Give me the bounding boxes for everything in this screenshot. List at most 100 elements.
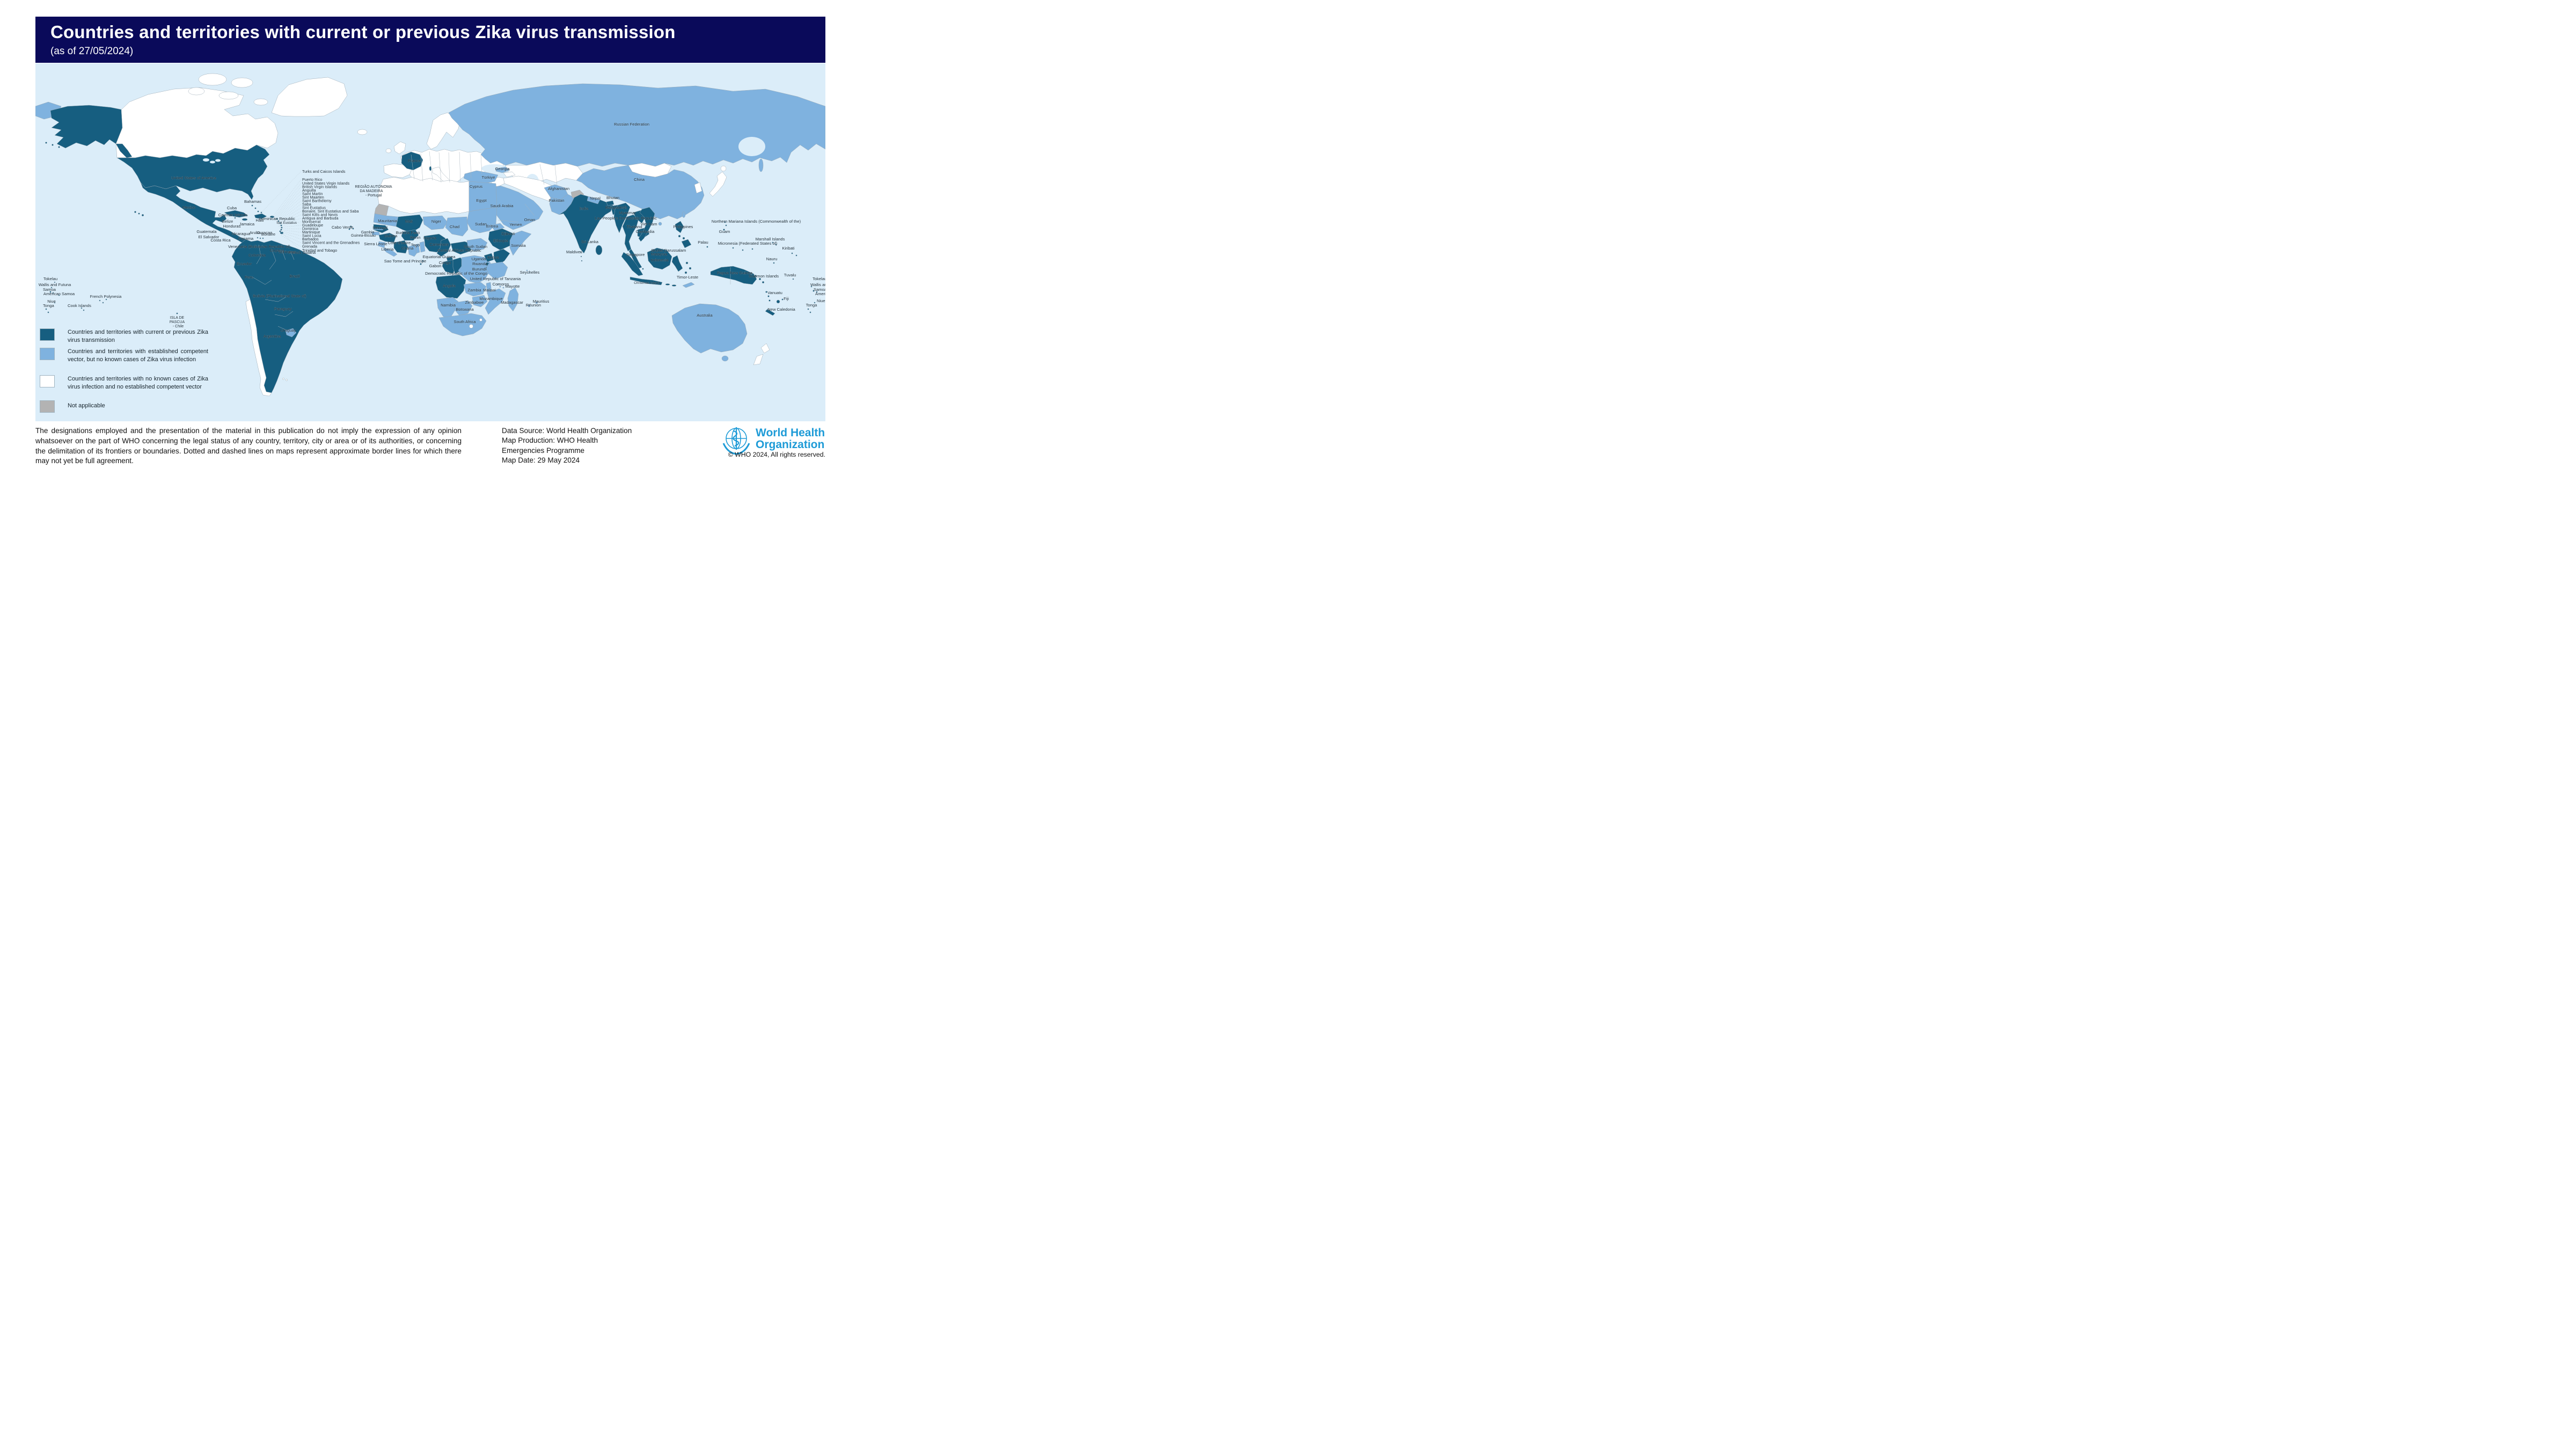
map-label: Singapore bbox=[626, 252, 645, 257]
callout-territory-label: Sint Eustatius bbox=[302, 206, 326, 210]
leader-line bbox=[280, 235, 301, 247]
map-label: Belize bbox=[222, 219, 233, 224]
map-label: New Caledonia bbox=[767, 307, 795, 312]
map-label: Peru bbox=[245, 275, 253, 280]
leader-line bbox=[278, 218, 301, 226]
map-label: Venezuela (Bolivarian Republic of) bbox=[228, 244, 291, 249]
map-label: Costa Rica bbox=[210, 238, 231, 243]
maldives-island bbox=[581, 260, 583, 262]
antilles-island bbox=[279, 230, 281, 232]
map-label: Philippines bbox=[674, 224, 693, 229]
arctic-island bbox=[188, 87, 205, 96]
map-label: Madagascar bbox=[501, 300, 523, 305]
map-label: Somalia bbox=[511, 243, 526, 248]
leader-line bbox=[277, 211, 301, 224]
map-label: Gabon bbox=[429, 264, 442, 268]
philippines-island bbox=[678, 235, 681, 238]
map-label: Ecuador bbox=[237, 261, 252, 266]
map-label: Mozambique bbox=[479, 296, 502, 301]
map-label: China bbox=[634, 177, 645, 182]
country-lesotho bbox=[469, 324, 473, 328]
tonga-island bbox=[807, 308, 809, 310]
map-label: Fiji bbox=[784, 296, 789, 301]
map-label: Burkina Faso bbox=[396, 230, 420, 235]
tonga-island bbox=[809, 311, 811, 313]
map-label: Suriname bbox=[279, 250, 296, 254]
map-label: Comoros bbox=[493, 282, 509, 287]
great-lakes bbox=[215, 159, 221, 162]
leader-line bbox=[276, 204, 301, 223]
map-label: Guinea-Bissau bbox=[351, 234, 376, 238]
leader-line bbox=[272, 179, 301, 217]
title-bar: Countries and territories with current o… bbox=[35, 17, 825, 63]
hawaii-island bbox=[141, 214, 144, 217]
country-dr-congo bbox=[458, 255, 491, 284]
map-label: Bhutan bbox=[606, 195, 619, 200]
callout-territory-label: Saint Vincent and the Grenadines bbox=[302, 240, 360, 245]
map-label: Central African Republic bbox=[437, 248, 481, 253]
legend-swatch-no-cases bbox=[40, 375, 55, 387]
aruba-island bbox=[257, 237, 259, 239]
map-label: United States of America bbox=[171, 175, 216, 180]
country-australia bbox=[671, 303, 748, 354]
map-label: Niger bbox=[431, 219, 442, 224]
samoa-island bbox=[52, 292, 54, 294]
country-zimbabwe bbox=[472, 295, 488, 308]
map-label: Uganda bbox=[472, 257, 486, 261]
map-label: South Sudan bbox=[464, 244, 487, 249]
sumatra-island bbox=[621, 252, 643, 276]
map-label: Zambia bbox=[467, 288, 481, 292]
callout-territory-label: Saint Kitts and Nevis bbox=[302, 213, 338, 217]
map-label: Malaysia bbox=[651, 252, 668, 257]
moluccas-island bbox=[685, 261, 689, 265]
map-label: Kenya bbox=[487, 255, 499, 260]
map-label: Vanuatu bbox=[767, 290, 782, 295]
map-label: Cook Islands bbox=[68, 303, 91, 308]
falkland-island bbox=[282, 378, 284, 380]
callout-territory-label: Martinique bbox=[302, 230, 320, 235]
map-label: Sint Eustatius bbox=[276, 221, 297, 225]
map-label: Samoa bbox=[43, 287, 56, 292]
falkland-island bbox=[286, 379, 288, 381]
map-label: Sri Lanka bbox=[581, 239, 599, 244]
country-india bbox=[559, 194, 613, 254]
country-mozambique bbox=[485, 288, 506, 315]
niue-island bbox=[54, 302, 56, 304]
cook-island bbox=[83, 309, 85, 311]
kiribati-island bbox=[795, 254, 797, 257]
hawaii-island bbox=[138, 213, 140, 215]
map-production-line: Map Production: WHO Health bbox=[502, 436, 598, 445]
callout-territory-label: Barbados bbox=[302, 237, 319, 241]
country-chile bbox=[245, 299, 272, 397]
country-somalia bbox=[509, 230, 532, 256]
american-samoa-island bbox=[58, 294, 60, 296]
guam-island bbox=[723, 229, 725, 231]
callout-territory-label: Saba bbox=[302, 202, 311, 207]
nauru-island bbox=[773, 262, 775, 264]
map-label: Georgia bbox=[495, 166, 510, 171]
northern-mariana-island bbox=[725, 224, 727, 226]
map-label: Thailand bbox=[626, 224, 642, 229]
map-label: Tokelau bbox=[43, 276, 57, 281]
map-label: Australia bbox=[697, 313, 713, 318]
legend-label: Not applicable bbox=[68, 402, 105, 409]
new-zealand-south bbox=[753, 354, 764, 365]
legend-item-not-applicable: Not applicable bbox=[40, 400, 208, 413]
micronesia-island bbox=[732, 247, 734, 249]
solomon-island bbox=[750, 272, 753, 275]
map-label: French Polynesia bbox=[90, 294, 122, 299]
map-label: Ethiopia bbox=[493, 238, 508, 243]
maldives-island bbox=[580, 251, 582, 253]
country-greenland bbox=[271, 77, 348, 117]
bahamas-island bbox=[257, 210, 259, 213]
map-label: India bbox=[580, 206, 589, 211]
country-south-africa bbox=[438, 313, 487, 336]
map-label: Micronesia (Federated States of) bbox=[718, 241, 778, 246]
palau-island bbox=[706, 246, 708, 248]
map-label: Jamaica bbox=[239, 222, 255, 226]
cabo-verde-island bbox=[352, 228, 354, 230]
cook-island bbox=[80, 307, 83, 309]
map-label: Nauru bbox=[766, 257, 778, 261]
maldives-island bbox=[580, 255, 582, 258]
map-label: Haiti bbox=[255, 218, 264, 223]
